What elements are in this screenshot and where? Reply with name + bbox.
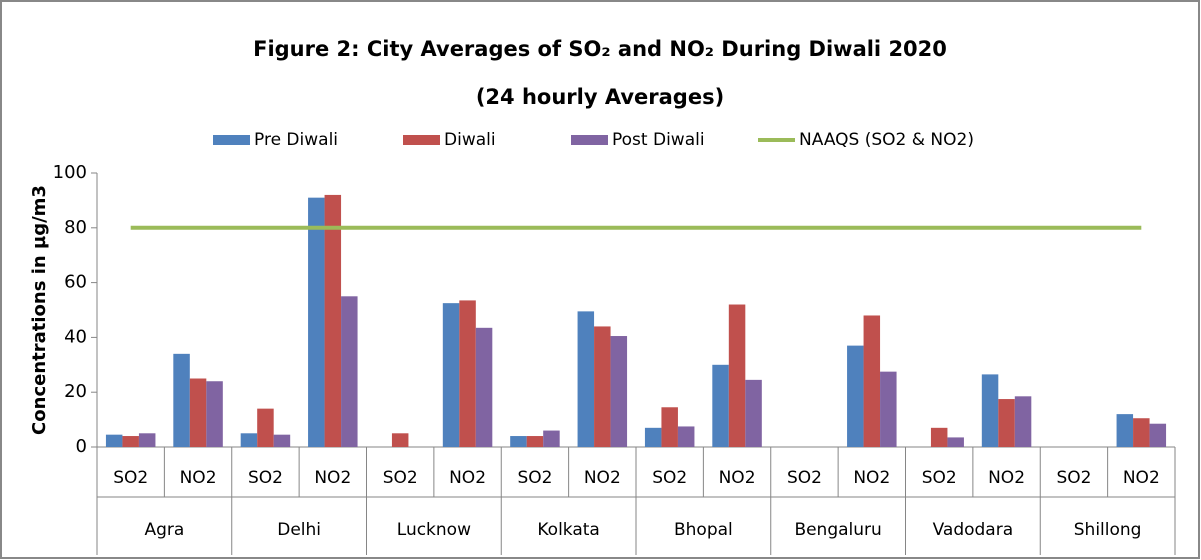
y-tick-label: 60 <box>64 272 87 293</box>
bar <box>863 315 881 447</box>
legend-swatch <box>403 135 440 145</box>
bar <box>122 436 139 447</box>
x-tick-label: SO2 <box>248 468 283 488</box>
bar <box>930 427 948 447</box>
bar <box>1133 418 1150 447</box>
x-tick-label: NO2 <box>853 468 890 488</box>
bar <box>105 434 123 447</box>
bar <box>947 437 964 447</box>
bar <box>1014 396 1032 447</box>
bar <box>189 378 207 447</box>
x-tick-label: SO2 <box>922 468 957 488</box>
bar <box>644 427 662 447</box>
legend-swatch <box>571 135 608 145</box>
x-group-label: Shillong <box>1074 520 1142 540</box>
legend-label: Diwali <box>444 130 496 150</box>
x-group-label: Lucknow <box>397 520 471 540</box>
bar <box>594 326 611 447</box>
x-tick-label: NO2 <box>1123 468 1160 488</box>
x-group-label: Kolkata <box>537 520 599 540</box>
chart-subtitle: (24 hourly Averages) <box>476 85 724 109</box>
bar <box>138 433 156 447</box>
legend-label: NAAQS (SO2 & NO2) <box>799 130 974 150</box>
x-tick-label: SO2 <box>787 468 822 488</box>
x-group-label: Bhopal <box>674 520 733 540</box>
y-tick-label: 40 <box>64 326 87 347</box>
bar <box>1149 423 1167 447</box>
bar <box>981 374 999 447</box>
bar <box>240 433 258 447</box>
bar <box>847 345 864 447</box>
bar <box>1116 414 1134 447</box>
y-tick-label: 100 <box>53 162 87 183</box>
bar <box>526 436 544 447</box>
bar <box>880 371 897 447</box>
x-tick-label: SO2 <box>1056 468 1091 488</box>
legend-swatch <box>213 135 250 145</box>
bar <box>677 426 695 447</box>
x-group-label: Bengaluru <box>794 520 881 540</box>
x-group-label: Delhi <box>277 520 321 540</box>
x-tick-label: NO2 <box>180 468 217 488</box>
y-axis-label: Concentrations in µg/m3 <box>29 185 50 435</box>
x-tick-label: SO2 <box>517 468 552 488</box>
legend-label: Post Diwali <box>612 130 705 150</box>
x-tick-label: NO2 <box>988 468 1025 488</box>
bar <box>577 311 595 447</box>
x-group-label: Agra <box>144 520 184 540</box>
bar <box>442 303 460 447</box>
bar <box>324 194 342 447</box>
bar <box>391 433 409 447</box>
bar <box>273 434 291 447</box>
y-tick-label: 0 <box>76 436 87 457</box>
x-tick-label: NO2 <box>719 468 756 488</box>
x-group-label: Vadodara <box>933 520 1014 540</box>
bar <box>341 296 358 447</box>
bar <box>745 379 762 447</box>
bar <box>998 399 1015 447</box>
legend-label: Pre Diwali <box>254 130 338 150</box>
bar <box>173 353 190 447</box>
x-tick-label: NO2 <box>584 468 621 488</box>
bar <box>510 436 527 447</box>
bar <box>459 300 476 447</box>
x-tick-label: SO2 <box>383 468 418 488</box>
bar <box>475 327 493 447</box>
x-tick-label: NO2 <box>314 468 351 488</box>
chart-title: Figure 2: City Averages of SO₂ and NO₂ D… <box>253 37 947 61</box>
bar <box>728 304 746 447</box>
x-tick-label: SO2 <box>652 468 687 488</box>
bar <box>308 197 325 447</box>
bar <box>661 407 678 447</box>
y-tick-label: 80 <box>64 217 87 238</box>
bar <box>206 381 223 447</box>
x-tick-label: NO2 <box>449 468 486 488</box>
x-tick-label: SO2 <box>113 468 148 488</box>
bar <box>257 408 274 447</box>
bar <box>543 430 560 447</box>
bar <box>712 364 729 447</box>
bar <box>610 336 628 447</box>
y-tick-label: 20 <box>64 381 87 402</box>
